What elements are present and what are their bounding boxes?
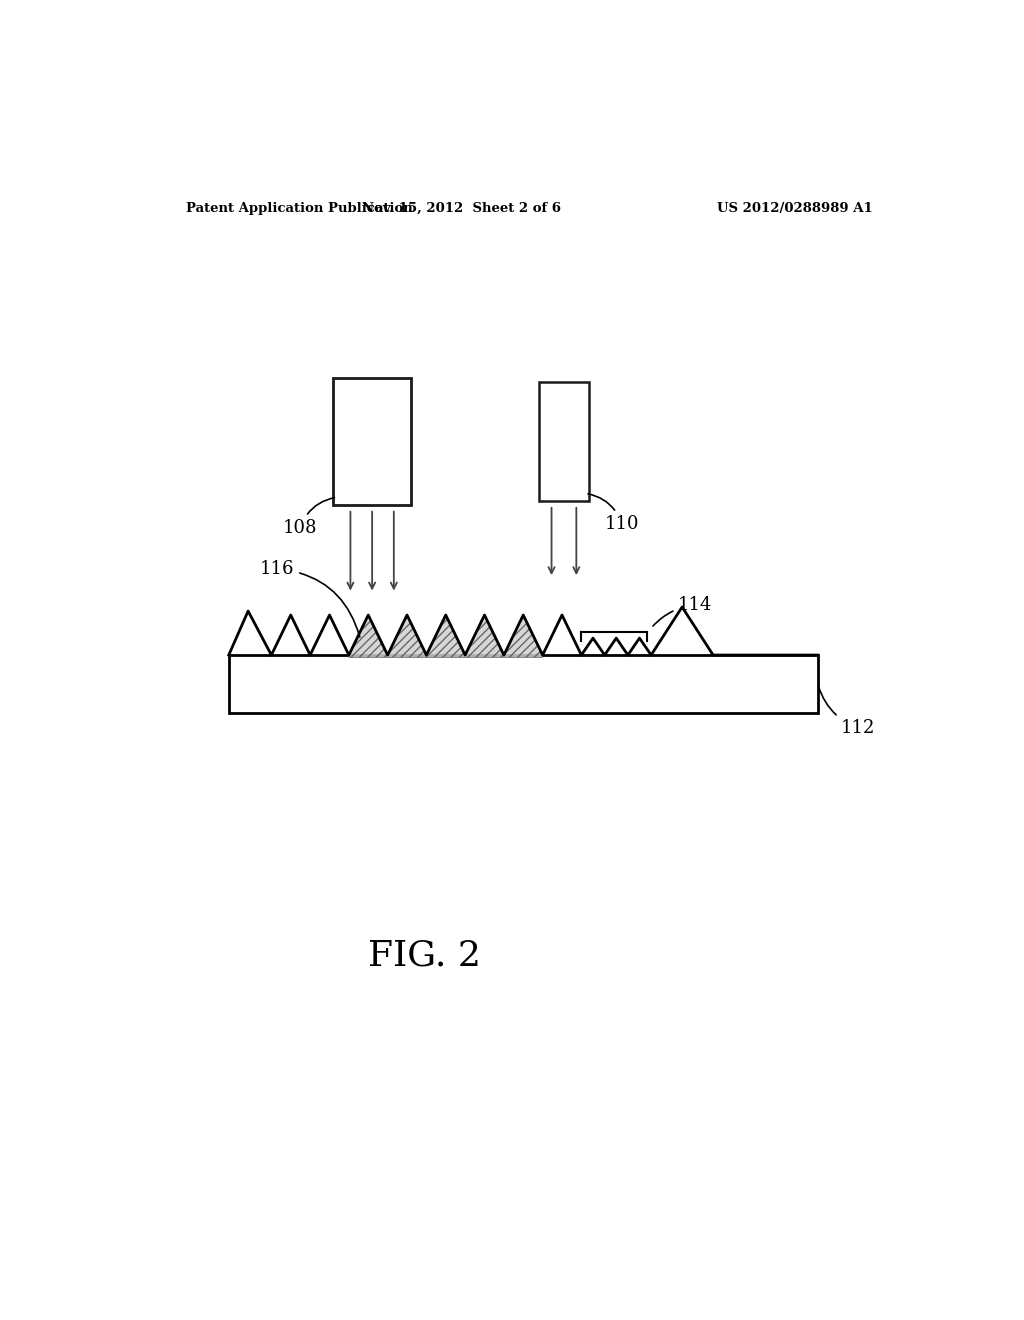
Text: Nov. 15, 2012  Sheet 2 of 6: Nov. 15, 2012 Sheet 2 of 6	[361, 202, 561, 215]
Text: 116: 116	[260, 560, 359, 638]
Text: US 2012/0288989 A1: US 2012/0288989 A1	[717, 202, 872, 215]
Text: 110: 110	[588, 494, 639, 533]
Bar	[539, 381, 589, 502]
Text: 114: 114	[653, 597, 713, 626]
Text: FIG. 2: FIG. 2	[369, 939, 481, 973]
Bar	[334, 378, 411, 506]
Text: 112: 112	[818, 686, 876, 737]
Text: Patent Application Publication: Patent Application Publication	[186, 202, 413, 215]
Text: 108: 108	[283, 498, 335, 537]
Polygon shape	[349, 615, 543, 657]
Bar	[228, 655, 818, 713]
